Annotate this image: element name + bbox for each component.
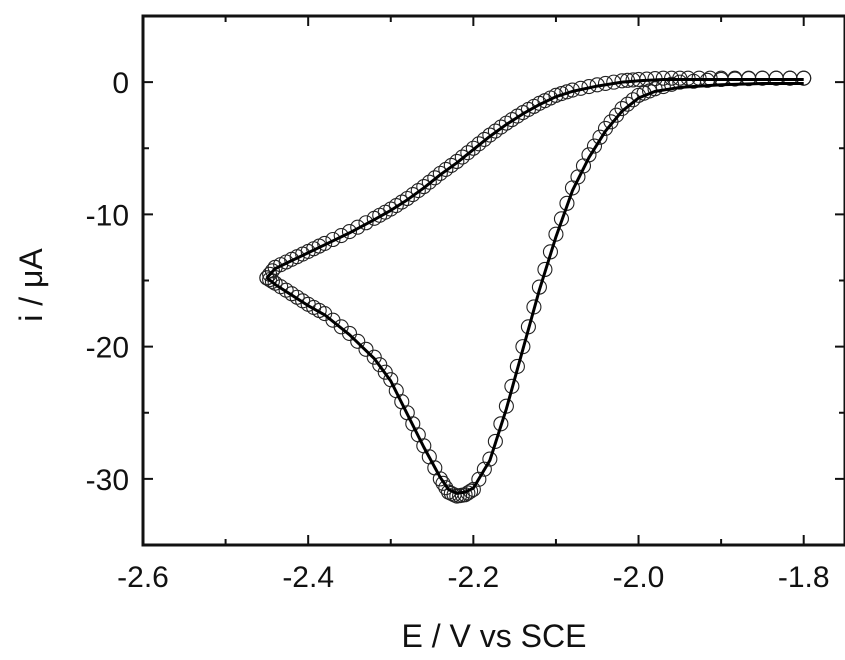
data-point [325, 231, 341, 248]
x-tick-label: -2.4 [282, 561, 334, 594]
x-tick-label: -2.2 [448, 561, 500, 594]
x-axis-label: E / V vs SCE [402, 618, 587, 654]
y-tick-label: -10 [86, 199, 129, 232]
x-tick-label: -2.6 [117, 561, 169, 594]
data-point [377, 364, 393, 380]
data-point [366, 349, 382, 365]
data-point [410, 183, 426, 199]
data-point [493, 119, 509, 135]
data-point [438, 480, 454, 496]
data-point [465, 140, 481, 156]
data-point [443, 157, 459, 173]
data-point [625, 92, 641, 108]
axis-ticks [142, 16, 845, 545]
data-point [264, 263, 280, 279]
data-point [476, 131, 492, 147]
y-tick-labels: 0 -10 -20 -30 [86, 67, 129, 497]
data-point [476, 461, 492, 477]
data-point [372, 357, 388, 373]
data-point [597, 120, 614, 136]
data-point [438, 161, 454, 177]
data-point [383, 372, 399, 388]
data-point [350, 219, 366, 235]
data-point [358, 341, 374, 357]
data-point [317, 235, 333, 252]
data-point [358, 215, 374, 231]
data-point [432, 165, 448, 181]
data-point [460, 145, 476, 161]
data-point [619, 96, 636, 112]
data-point [471, 471, 487, 487]
x-tick-label: -2.0 [613, 561, 665, 594]
simulated-line-1 [265, 81, 804, 495]
data-point [487, 123, 503, 139]
measured-series-1 [259, 70, 812, 504]
measured-series-2 [259, 70, 812, 286]
plot-frame [141, 14, 845, 547]
data-point [341, 224, 358, 240]
data-point [471, 136, 487, 152]
data-point [421, 174, 437, 190]
data-point [435, 475, 451, 491]
data-point [482, 127, 498, 143]
data-point [399, 190, 415, 207]
series-layer [259, 70, 812, 504]
x-tick-label: -1.8 [778, 561, 830, 594]
data-point [664, 76, 680, 92]
y-tick-label: -20 [86, 332, 129, 365]
data-point [350, 333, 366, 349]
data-point [482, 451, 498, 467]
data-point [592, 129, 608, 145]
data-point [333, 227, 349, 244]
data-point [586, 138, 603, 154]
data-point [449, 153, 465, 170]
data-point [405, 186, 421, 203]
x-tick-labels: -2.6 -2.4 -2.2 -2.0 -1.8 [117, 561, 829, 594]
data-point [416, 179, 432, 195]
data-point [487, 433, 503, 449]
data-point [427, 170, 443, 186]
y-tick-label: 0 [112, 67, 129, 100]
y-axis-label: i / μA [13, 248, 49, 322]
simulated-line-2 [265, 77, 804, 279]
data-point [454, 149, 470, 165]
data-point [672, 74, 688, 90]
y-tick-label: -30 [86, 464, 129, 497]
